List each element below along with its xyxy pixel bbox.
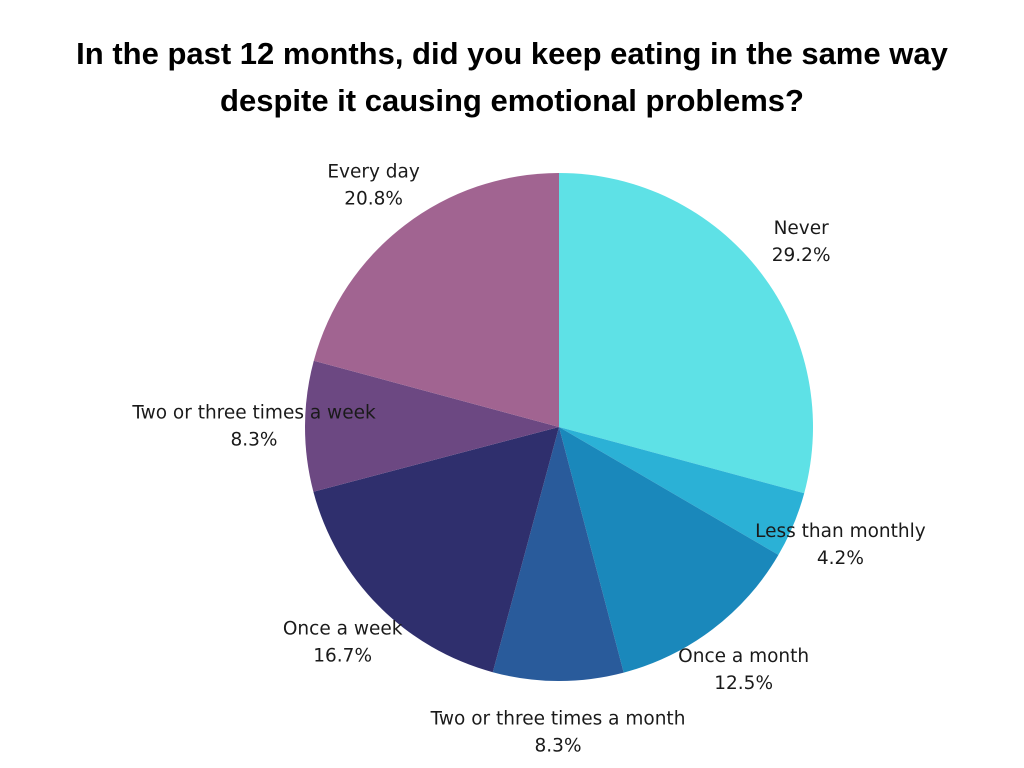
slice-value-label: 8.3% [231, 430, 278, 451]
slice-label-less-than-monthly: Less than monthly 4.2% [755, 521, 926, 569]
pie-slice-two-or-three-times-a-week [304, 360, 559, 492]
chart-title: In the past 12 months, did you keep eati… [0, 30, 1024, 124]
slice-label-never: Never 29.2% [772, 218, 831, 266]
pie-slice-never [559, 173, 813, 494]
slice-label-every-day: Every day 20.8% [327, 161, 420, 209]
pie-slice-every-day [313, 173, 559, 427]
slice-category-label: Never [774, 218, 830, 239]
pie-slice-once-a-month [559, 427, 779, 673]
pie-slice-once-a-week [313, 427, 559, 673]
slice-label-two-or-three-times-a-month: Two or three times a month 8.3% [430, 708, 686, 756]
chart-title-line-2: despite it causing emotional problems? [220, 83, 804, 118]
slice-label-once-a-month: Once a month 12.5% [678, 646, 809, 694]
slice-category-label: Once a month [678, 646, 809, 667]
slice-value-label: 4.2% [817, 548, 864, 569]
slice-category-label: Two or three times a week [131, 403, 376, 424]
slice-label-two-or-three-times-a-week: Two or three times a week 8.3% [131, 403, 376, 451]
pie-slice-two-or-three-times-a-month [492, 427, 624, 681]
slice-value-label: 8.3% [535, 735, 582, 756]
chart-title-line-1: In the past 12 months, did you keep eati… [76, 36, 948, 71]
slice-value-label: 29.2% [772, 245, 831, 266]
slice-label-once-a-week: Once a week 16.7% [283, 618, 403, 666]
slice-value-label: 12.5% [714, 673, 773, 694]
slice-category-label: Less than monthly [755, 521, 926, 542]
pie-slices [304, 173, 813, 681]
slice-value-label: 20.8% [344, 188, 403, 209]
slice-category-label: Every day [327, 161, 420, 182]
pie-labels: Never 29.2% Less than monthly 4.2% Once a mo… [131, 161, 925, 756]
slice-value-label: 16.7% [313, 645, 372, 666]
slice-category-label: Once a week [283, 618, 403, 639]
pie-slice-less-than-monthly [559, 427, 805, 555]
slice-category-label: Two or three times a month [430, 708, 686, 729]
